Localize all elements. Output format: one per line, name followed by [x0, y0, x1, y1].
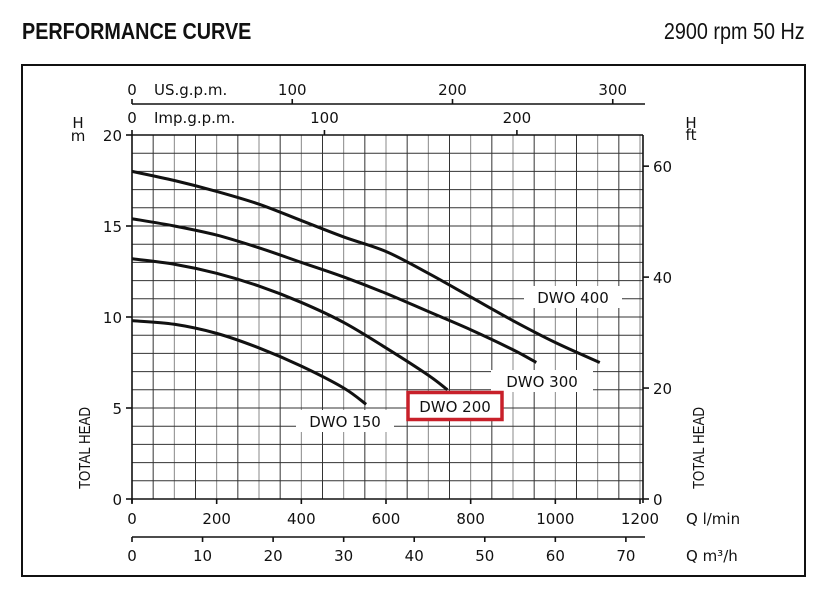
left-tick-label: 10: [103, 309, 122, 327]
top-tick-label-imp-gpm: 0: [127, 109, 137, 127]
label-bg-dwo-150: [296, 410, 394, 432]
bottom-tick-label-lmin: 200: [202, 510, 231, 528]
curve-label-dwo-200: DWO 200: [419, 398, 491, 416]
left-tick-label: 15: [103, 218, 122, 236]
left-unit-h: H: [72, 114, 83, 132]
bottom-tick-label-m3h: 60: [546, 547, 565, 565]
label-bg-dwo-400: [524, 286, 622, 308]
bottom-tick-label-lmin: 600: [372, 510, 401, 528]
left-axis-title: TOTAL HEAD: [77, 407, 94, 489]
top-tick-label-us-gpm: 300: [598, 81, 627, 99]
bottom-tick-label-m3h: 10: [193, 547, 212, 565]
right-axis-title: TOTAL HEAD: [691, 407, 708, 489]
bottom-tick-label-lmin: 0: [127, 510, 137, 528]
bottom-tick-label-m3h: 20: [264, 547, 283, 565]
curve-dwo-200: [131, 257, 449, 391]
curve-dwo-300: [131, 217, 538, 364]
chart-frame: [21, 64, 806, 577]
bottom-tick-label-lmin: 400: [287, 510, 316, 528]
top-unit-imp-gpm: Imp.g.p.m.: [154, 109, 235, 127]
curve-labels: DWO 400 DWO 300 DWO 200 DWO 150: [296, 286, 622, 432]
curve-dwo-400: [131, 169, 601, 364]
top-tick-label-imp-gpm: 200: [503, 109, 532, 127]
top-tick-label-us-gpm: 100: [278, 81, 307, 99]
bottom-tick-label-lmin: 1000: [536, 510, 574, 528]
left-unit-m: m: [71, 127, 86, 145]
bottom-tick-label-m3h: 40: [405, 547, 424, 565]
axes: 0 5 10 15 20 Hm TOTAL HEAD 0 20 40 60 Hft TOTAL HEAD…: [71, 81, 740, 565]
label-bg-dwo-300: [491, 370, 593, 392]
bottom-tick-label-m3h: 50: [475, 547, 494, 565]
bottom-tick-label-m3h: 30: [334, 547, 353, 565]
right-tick-label: 0: [653, 491, 663, 509]
left-tick-label: 0: [112, 491, 122, 509]
curve-dwo-150: [131, 319, 368, 406]
top-tick-label-us-gpm: 0: [127, 81, 137, 99]
bottom-tick-label-m3h: 70: [616, 547, 635, 565]
curves: [131, 169, 601, 406]
curve-label-dwo-400: DWO 400: [537, 289, 609, 307]
right-tick-label: 20: [653, 380, 672, 398]
top-unit-us-gpm: US.g.p.m.: [154, 81, 227, 99]
right-unit-ft: ft: [686, 126, 697, 144]
curve-label-dwo-300: DWO 300: [506, 373, 578, 391]
right-tick-label: 40: [653, 269, 672, 287]
speed-frequency-label: 2900 rpm 50 Hz: [664, 18, 805, 44]
chart-title: PERFORMANCE CURVE: [22, 18, 252, 44]
right-tick-label: 60: [653, 158, 672, 176]
bottom-tick-label-lmin: 800: [456, 510, 485, 528]
bottom-tick-label-lmin: 1200: [621, 510, 659, 528]
right-unit-h: H: [685, 114, 696, 132]
bottom-unit-m3h: Q m³/h: [686, 547, 738, 565]
left-tick-label: 5: [112, 400, 122, 418]
bottom-unit-lmin: Q l/min: [686, 510, 740, 528]
curve-label-dwo-150: DWO 150: [309, 413, 381, 431]
highlight-box-dwo-200: [406, 390, 504, 422]
top-tick-label-us-gpm: 200: [438, 81, 467, 99]
top-tick-label-imp-gpm: 100: [310, 109, 339, 127]
left-tick-label: 20: [103, 127, 122, 145]
bottom-tick-label-m3h: 0: [127, 547, 137, 565]
